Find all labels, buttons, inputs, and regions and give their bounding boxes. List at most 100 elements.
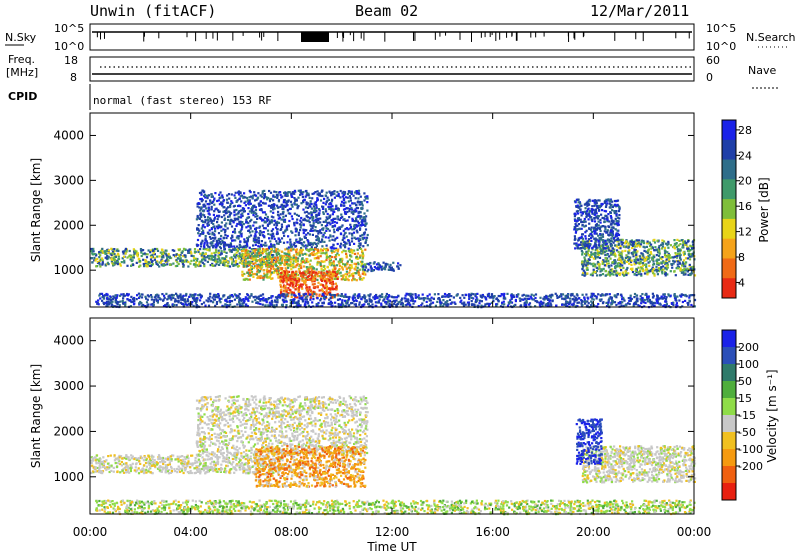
echo-cell	[228, 265, 232, 268]
echo-cell	[161, 293, 164, 296]
echo-cell	[245, 246, 248, 249]
echo-cell	[306, 286, 309, 289]
echo-cell	[230, 212, 233, 215]
echo-cell	[298, 268, 301, 271]
echo-cell	[594, 242, 597, 245]
echo-cell	[603, 220, 606, 223]
freq-label-line2: [MHz]	[6, 66, 38, 79]
echo-cell	[242, 196, 245, 199]
echo-cell	[272, 235, 275, 238]
echo-cell	[691, 270, 694, 273]
echo-cell	[348, 266, 351, 270]
echo-cell	[605, 260, 608, 263]
echo-cell	[278, 240, 281, 243]
echo-cell	[298, 264, 301, 268]
echo-cell	[241, 260, 244, 263]
echo-cell	[660, 266, 663, 269]
echo-cell	[621, 273, 625, 276]
echo-cell	[347, 250, 350, 253]
echo-cell	[259, 264, 262, 267]
echo-cell	[260, 204, 263, 207]
echo-cell	[240, 248, 243, 251]
echo-cell	[291, 245, 294, 248]
echo-cell	[242, 278, 245, 281]
echo-cell	[259, 274, 262, 278]
echo-cell	[176, 261, 179, 264]
echo-cell	[637, 242, 641, 245]
echo-cell	[453, 301, 456, 304]
echo-cell	[200, 260, 203, 263]
echo-cell	[101, 257, 104, 260]
echo-cell	[123, 259, 126, 262]
echo-cell	[313, 257, 316, 260]
echo-cell	[345, 270, 348, 273]
echo-cell	[260, 243, 263, 246]
echo-cell	[237, 193, 241, 196]
echo-cell	[304, 273, 307, 276]
echo-cell	[206, 248, 209, 252]
echo-cell	[285, 269, 288, 272]
echo-cell	[195, 243, 198, 246]
echo-cell	[317, 255, 320, 258]
echo-cell	[651, 303, 654, 306]
echo-cell	[608, 249, 611, 252]
echo-cell	[307, 194, 310, 197]
echo-cell	[613, 203, 617, 206]
echo-cell	[213, 255, 216, 258]
echo-cell	[204, 205, 207, 208]
echo-cell	[96, 301, 99, 304]
echo-cell	[292, 286, 295, 289]
echo-cell	[257, 252, 260, 255]
echo-cell	[168, 256, 172, 259]
echo-cell	[256, 265, 259, 268]
echo-cell	[648, 244, 652, 248]
echo-cell	[330, 264, 333, 267]
echo-cell	[606, 239, 609, 242]
echo-cell	[356, 252, 359, 255]
echo-cell	[273, 243, 276, 246]
echo-cell	[225, 258, 228, 261]
echo-cell	[608, 220, 611, 223]
echo-cell	[325, 258, 328, 262]
echo-cell	[608, 202, 611, 205]
echo-cell	[321, 260, 325, 263]
echo-cell	[339, 271, 342, 274]
echo-cell	[316, 263, 319, 266]
echo-cell	[569, 300, 572, 303]
echo-cell	[397, 262, 400, 265]
echo-cell	[199, 233, 202, 236]
echo-cell	[329, 258, 332, 261]
echo-cell	[624, 249, 627, 252]
echo-cell	[605, 253, 608, 257]
echo-cell	[170, 256, 173, 260]
echo-cell	[244, 240, 247, 243]
echo-cell	[308, 286, 311, 289]
echo-cell	[600, 233, 603, 236]
echo-cell	[611, 200, 614, 203]
echo-cell	[206, 209, 209, 212]
echo-cell	[318, 193, 321, 196]
echo-cell	[259, 194, 262, 197]
echo-cell	[324, 219, 328, 222]
echo-cell	[286, 204, 289, 207]
echo-cell	[633, 262, 636, 266]
echo-cell	[622, 298, 625, 301]
echo-cell	[634, 249, 637, 252]
echo-cell	[336, 242, 339, 246]
echo-cell	[115, 249, 119, 252]
echo-cell	[352, 228, 356, 231]
echo-cell	[589, 262, 592, 265]
echo-cell	[266, 218, 269, 221]
echo-cell	[375, 263, 378, 266]
echo-cell	[579, 211, 582, 214]
echo-cell	[627, 242, 630, 245]
echo-cell	[688, 250, 691, 253]
echo-cell	[353, 209, 356, 212]
echo-cell	[155, 298, 158, 301]
echo-cell	[265, 248, 268, 251]
echo-cell	[218, 226, 221, 229]
echo-cell	[295, 287, 299, 290]
echo-cell	[575, 224, 578, 227]
echo-cell	[299, 193, 302, 196]
echo-cell	[590, 228, 593, 231]
